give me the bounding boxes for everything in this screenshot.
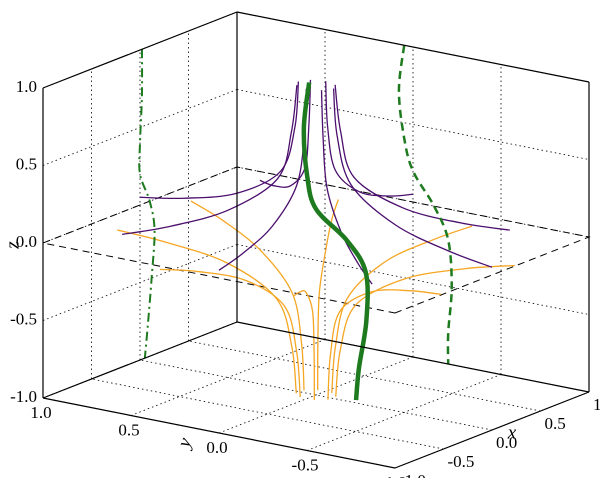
- field-line: [117, 229, 297, 394]
- grid-line: [42, 166, 238, 244]
- grid-line: [91, 378, 444, 450]
- grid-line: [188, 340, 541, 412]
- field-line: [320, 90, 373, 285]
- box-edge: [394, 391, 590, 469]
- field-line: [327, 289, 442, 400]
- box-edge: [42, 11, 238, 89]
- field-line: [335, 264, 515, 397]
- grid-line: [130, 339, 326, 416]
- field-line: [334, 84, 510, 231]
- box-edge: [42, 321, 238, 399]
- box-edge: [236, 11, 590, 83]
- grid-line: [236, 244, 590, 315]
- field-line: [139, 81, 300, 200]
- x-tick-label: -0.5: [448, 452, 475, 471]
- y-axis-label: y: [173, 435, 196, 453]
- field-line: [159, 268, 301, 398]
- projection-y-wall: [138, 49, 156, 359]
- field-line: [325, 81, 414, 197]
- grid-line: [306, 374, 502, 451]
- field-line: [293, 290, 315, 400]
- field-line: [332, 88, 493, 268]
- field-line: [331, 225, 473, 394]
- grid-line: [218, 356, 414, 434]
- z-tick-label: 1.0: [16, 77, 37, 96]
- x-tick-label: 0.0: [496, 433, 517, 452]
- box-edge: [42, 397, 396, 469]
- y-tick-label: 0.5: [118, 420, 139, 439]
- grid-line: [139, 359, 493, 431]
- z-tick-label: -0.5: [10, 309, 37, 328]
- z-tick-label: 0.5: [16, 154, 37, 173]
- field-line: [190, 200, 305, 391]
- z-tick-label: 0.0: [16, 232, 37, 251]
- box-edge: [236, 321, 590, 393]
- projection-x-wall: [397, 45, 453, 365]
- z-tick-label: -1.0: [10, 387, 37, 406]
- x-axis-label: x: [507, 422, 517, 443]
- grid-line: [42, 244, 238, 321]
- y-tick-label: -0.5: [292, 455, 319, 474]
- z-axis-label: z: [2, 241, 23, 250]
- field-line: [122, 85, 298, 236]
- axis-field-line: [301, 82, 370, 401]
- y-tick-label: 1.0: [30, 403, 51, 422]
- x-tick-label: 1.0: [593, 395, 600, 414]
- y-tick-label: 0.0: [206, 438, 227, 457]
- x-tick-label: -1.0: [399, 471, 426, 478]
- mid-plane: [41, 166, 591, 314]
- x-tick-label: 0.5: [545, 414, 566, 433]
- y-tick-label: -1.0: [380, 473, 407, 478]
- field-line: [317, 199, 339, 391]
